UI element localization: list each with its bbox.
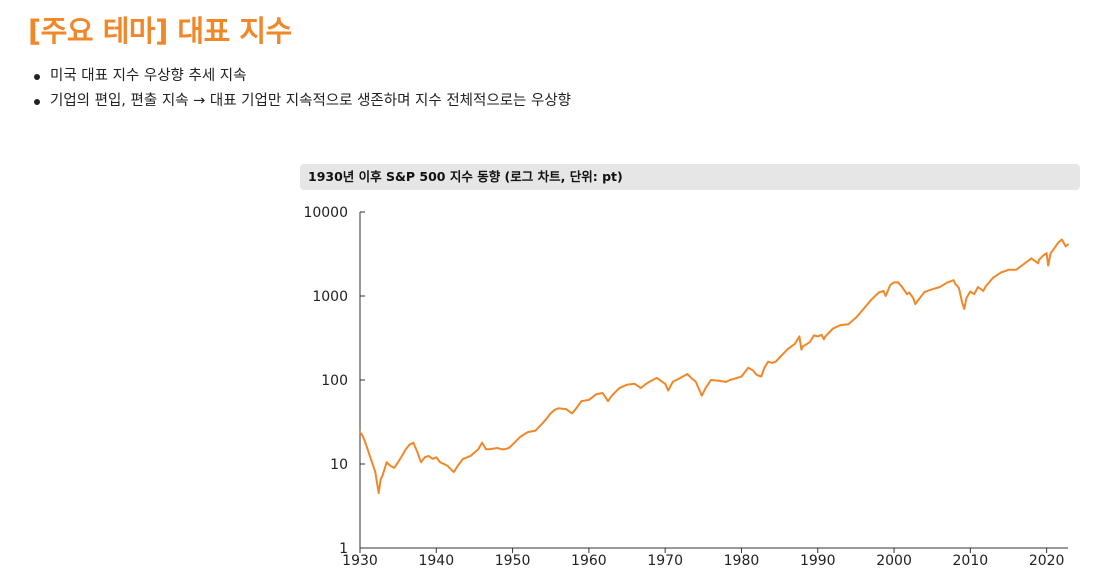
x-tick-label: 1980 [724, 553, 760, 568]
x-tick-label: 1950 [495, 553, 531, 568]
y-tick-label: 10 [330, 457, 348, 473]
x-tick-label: 1970 [647, 553, 683, 568]
bullet-text: 미국 대표 지수 우상향 추세 지속 [50, 68, 247, 84]
x-tick-label: 2020 [1029, 553, 1065, 568]
bullet-item: 미국 대표 지수 우상향 추세 지속 [34, 64, 571, 89]
bullet-list: 미국 대표 지수 우상향 추세 지속 기업의 편입, 편출 지속 → 대표 기업… [34, 64, 571, 114]
series-line [359, 238, 1069, 495]
bullet-item: 기업의 편입, 편출 지속 → 대표 기업만 지속적으로 생존하며 지수 전체적… [34, 89, 571, 114]
bullet-dot-icon [34, 99, 40, 105]
x-tick-label: 1930 [342, 553, 378, 568]
y-tick-label: 100 [321, 373, 348, 389]
page-title: [주요 테마] 대표 지수 [28, 14, 292, 48]
x-tick-label: 2000 [876, 553, 912, 568]
bullet-dot-icon [34, 74, 40, 80]
x-tick-label: 1990 [800, 553, 836, 568]
y-tick-label: 10000 [303, 205, 348, 221]
chart-title: 1930년 이후 S&P 500 지수 동향 (로그 차트, 단위: pt) [300, 164, 1080, 190]
y-tick-label: 1 [339, 541, 348, 557]
x-tick-label: 1940 [418, 553, 454, 568]
x-tick-label: 1960 [571, 553, 607, 568]
y-tick-label: 1000 [312, 289, 348, 305]
bullet-text: 기업의 편입, 편출 지속 → 대표 기업만 지속적으로 생존하며 지수 전체적… [50, 93, 572, 109]
x-tick-label: 2010 [953, 553, 989, 568]
